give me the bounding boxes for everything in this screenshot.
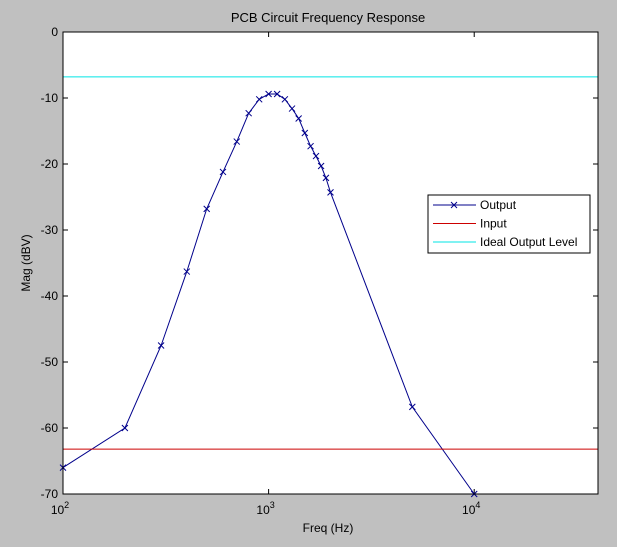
- y-tick-label: -20: [41, 157, 59, 171]
- data-point-marker: [255, 95, 263, 103]
- x-tick-label: 103: [256, 500, 274, 517]
- plot-area: [63, 32, 598, 494]
- y-tick-label: -60: [41, 421, 59, 435]
- x-tick-label: 102: [51, 500, 69, 517]
- chart-title: PCB Circuit Frequency Response: [231, 10, 425, 25]
- y-tick-label: -10: [41, 91, 59, 105]
- series-line-output: [62, 93, 475, 495]
- data-point-marker: [157, 342, 165, 349]
- data-point-marker: [203, 205, 211, 213]
- y-tick-label: -30: [41, 223, 59, 237]
- data-point-marker: [295, 115, 303, 122]
- data-point-marker: [408, 403, 416, 411]
- legend-label-input: Input: [480, 217, 507, 231]
- data-point-marker: [265, 90, 272, 98]
- data-point-marker: [219, 168, 227, 176]
- y-tick-label: -50: [41, 355, 59, 369]
- legend: Output Input Ideal Output Level: [427, 194, 591, 254]
- data-point-marker: [317, 162, 325, 170]
- legend-label-output: Output: [480, 198, 517, 212]
- data-point-marker: [301, 129, 309, 137]
- data-point-marker: [245, 109, 253, 117]
- y-tick-label: -40: [41, 289, 59, 303]
- y-axis-label: Mag (dBV): [19, 234, 33, 291]
- data-point-marker: [281, 95, 289, 103]
- plot-frame: [62, 31, 599, 495]
- data-point-marker: [288, 105, 296, 112]
- data-point-marker: [273, 90, 281, 98]
- legend-marker: [450, 201, 458, 209]
- data-point-marker: [322, 174, 330, 182]
- legend-label-ideal-output-level: Ideal Output Level: [480, 235, 577, 249]
- data-point-marker: [183, 268, 191, 275]
- data-point-marker: [121, 424, 129, 432]
- data-point-marker: [327, 189, 334, 196]
- y-tick-label: 0: [51, 25, 58, 39]
- data-point-marker: [233, 138, 241, 145]
- y-tick-label: -70: [41, 487, 59, 501]
- data-point-marker: [307, 142, 314, 150]
- x-tick-label: 104: [462, 500, 480, 517]
- x-axis-label: Freq (Hz): [303, 521, 354, 535]
- data-point-marker: [312, 152, 320, 160]
